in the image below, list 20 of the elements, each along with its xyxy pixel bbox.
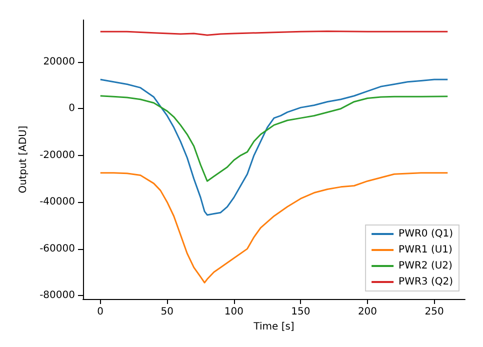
x-tick-label: 50 — [160, 306, 174, 318]
y-tick-label: -20000 — [40, 150, 75, 161]
legend-label: PWR3 (Q2) — [398, 276, 454, 288]
legend-label: PWR2 (U2) — [398, 260, 453, 272]
y-tick-label: -40000 — [40, 196, 75, 208]
x-tick-label: 150 — [291, 306, 310, 318]
x-tick-label: 200 — [358, 306, 378, 318]
legend-label: PWR1 (U1) — [398, 244, 453, 256]
y-tick-label: 0 — [68, 103, 75, 114]
x-tick-label: 250 — [424, 306, 444, 318]
legend-label: PWR0 (Q1) — [398, 228, 454, 240]
x-axis-title: Time [s] — [252, 321, 294, 332]
y-tick-label: 20000 — [43, 56, 75, 68]
y-axis-title: Output [ADU] — [18, 126, 30, 194]
line-series — [100, 78, 448, 216]
x-tick-label: 0 — [97, 306, 104, 318]
y-tick-label: -60000 — [40, 243, 75, 254]
line-series — [100, 95, 448, 182]
x-tick-label: 100 — [224, 306, 244, 318]
y-tick-label: -80000 — [40, 290, 75, 301]
